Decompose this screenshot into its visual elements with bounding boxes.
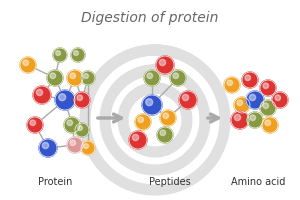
Circle shape xyxy=(23,60,28,66)
Circle shape xyxy=(84,74,88,78)
Circle shape xyxy=(182,94,189,101)
Circle shape xyxy=(20,57,36,73)
Circle shape xyxy=(245,75,250,81)
Circle shape xyxy=(77,95,83,101)
Text: Amino acid: Amino acid xyxy=(231,177,285,187)
Circle shape xyxy=(159,59,166,66)
Circle shape xyxy=(67,70,83,86)
Circle shape xyxy=(224,77,240,93)
Circle shape xyxy=(75,123,89,137)
Circle shape xyxy=(170,70,186,86)
Circle shape xyxy=(30,120,36,126)
Circle shape xyxy=(67,120,73,126)
Circle shape xyxy=(74,92,90,108)
Circle shape xyxy=(129,131,147,149)
Circle shape xyxy=(265,120,271,126)
Circle shape xyxy=(249,94,256,101)
Circle shape xyxy=(144,70,160,86)
Circle shape xyxy=(27,117,43,133)
Circle shape xyxy=(275,95,280,101)
Circle shape xyxy=(246,91,264,109)
Circle shape xyxy=(272,92,288,108)
Circle shape xyxy=(135,114,151,130)
Circle shape xyxy=(33,86,51,104)
Circle shape xyxy=(250,115,256,121)
Circle shape xyxy=(39,139,57,157)
Circle shape xyxy=(59,94,66,101)
Circle shape xyxy=(53,48,67,62)
Circle shape xyxy=(71,48,85,62)
Circle shape xyxy=(231,111,249,129)
Circle shape xyxy=(64,117,80,133)
Circle shape xyxy=(160,130,166,136)
Circle shape xyxy=(36,89,43,96)
Circle shape xyxy=(247,112,263,128)
Circle shape xyxy=(262,117,278,133)
Circle shape xyxy=(163,113,169,119)
Circle shape xyxy=(263,103,268,109)
Circle shape xyxy=(234,97,250,113)
Circle shape xyxy=(84,144,88,148)
Text: Protein: Protein xyxy=(38,177,72,187)
Circle shape xyxy=(260,80,276,96)
Text: Peptides: Peptides xyxy=(149,177,191,187)
Circle shape xyxy=(132,134,139,141)
Circle shape xyxy=(142,95,162,115)
Circle shape xyxy=(67,137,83,153)
Circle shape xyxy=(242,72,258,88)
Circle shape xyxy=(138,117,144,123)
Circle shape xyxy=(260,100,276,116)
Circle shape xyxy=(81,71,95,85)
Circle shape xyxy=(234,114,241,121)
Text: Digestion of protein: Digestion of protein xyxy=(81,11,219,25)
Circle shape xyxy=(81,141,95,155)
Circle shape xyxy=(74,51,79,55)
Circle shape xyxy=(173,73,178,79)
Circle shape xyxy=(70,73,76,79)
Circle shape xyxy=(237,100,243,106)
Circle shape xyxy=(42,142,49,149)
Circle shape xyxy=(47,70,63,86)
Circle shape xyxy=(50,73,56,79)
Circle shape xyxy=(263,83,268,89)
Circle shape xyxy=(157,127,173,143)
Circle shape xyxy=(227,80,232,86)
Circle shape xyxy=(156,56,174,74)
Circle shape xyxy=(179,91,197,109)
Circle shape xyxy=(160,110,176,126)
Circle shape xyxy=(56,51,61,55)
Circle shape xyxy=(70,140,76,146)
Circle shape xyxy=(55,90,75,110)
Circle shape xyxy=(147,73,153,79)
Circle shape xyxy=(146,99,153,106)
Circle shape xyxy=(78,126,82,130)
